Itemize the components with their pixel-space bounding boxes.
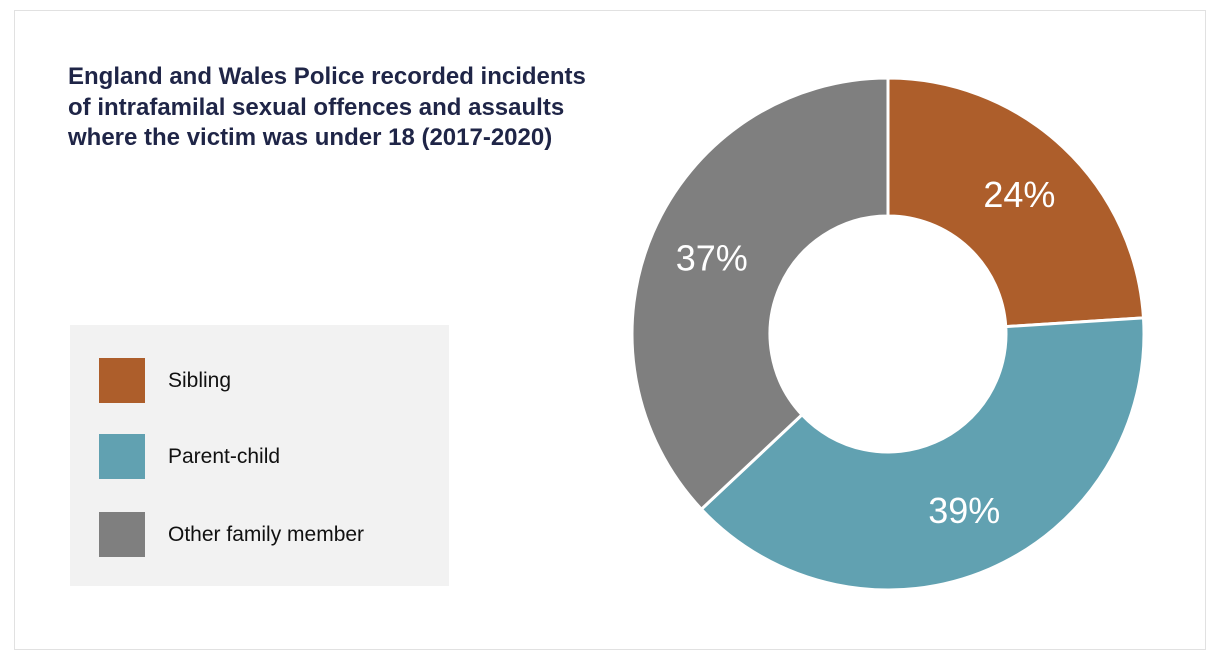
- slice-label-parent-child: 39%: [928, 490, 1000, 531]
- legend-item-sibling: Sibling: [99, 358, 231, 403]
- donut-chart: 24% 39% 37%: [630, 76, 1146, 592]
- legend-swatch-sibling: [99, 358, 145, 403]
- legend-label-parent-child: Parent-child: [168, 444, 281, 468]
- legend-swatch-parent-child: [99, 434, 145, 479]
- legend-label-sibling: Sibling: [168, 368, 232, 392]
- chart-title: England and Wales Police recorded incide…: [68, 63, 586, 151]
- slice-label-sibling: 24%: [983, 174, 1055, 215]
- slice-label-other-family-member: 37%: [676, 238, 748, 279]
- legend-item-parent-child: Parent-child: [99, 434, 280, 479]
- donut-slice-parent-child: [699, 316, 1146, 592]
- legend-swatch-other-family-member: [99, 512, 145, 557]
- donut-slice-other-family-member: [630, 76, 890, 512]
- legend-item-other-family-member: Other family member: [99, 512, 364, 557]
- legend-label-other-family-member: Other family member: [168, 522, 365, 546]
- donut-slice-sibling: [886, 76, 1146, 329]
- legend: Sibling Parent-child Other family member: [70, 325, 449, 586]
